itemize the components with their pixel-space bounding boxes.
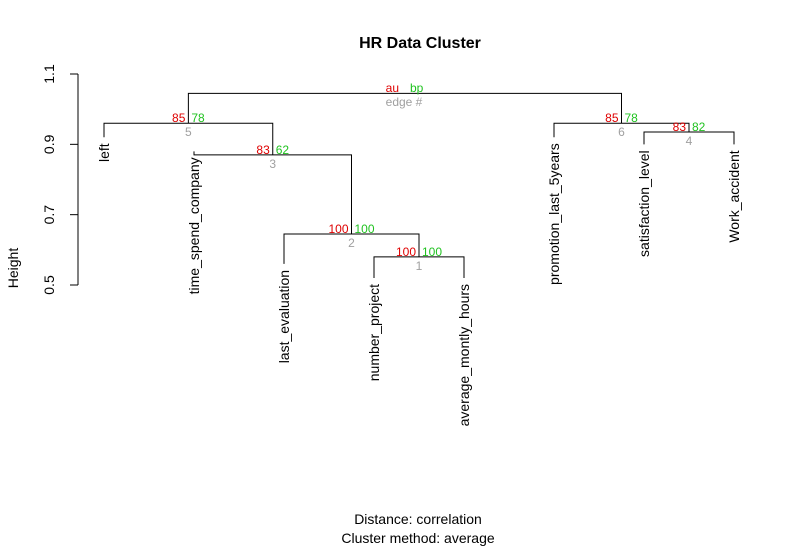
leaf-labels: left time_spend_company last_evaluation num… xyxy=(96,143,742,426)
au-value: 83 xyxy=(673,120,687,134)
edge-number: 4 xyxy=(686,134,693,148)
legend-edge: edge # xyxy=(386,95,423,109)
leaf-label: last_evaluation xyxy=(276,270,292,363)
edge-number: 5 xyxy=(185,125,192,139)
au-value: 100 xyxy=(328,222,348,236)
dendrogram-branch xyxy=(187,92,622,124)
edge-number: 6 xyxy=(618,125,625,139)
edge-number: 1 xyxy=(416,259,423,273)
dendrogram-branch xyxy=(373,256,465,278)
dendrogram-tree xyxy=(103,92,735,278)
leaf-label: satisfaction_level xyxy=(636,150,652,257)
edge-number: 2 xyxy=(348,236,355,250)
y-axis-label: Height xyxy=(5,248,21,289)
legend-au: au xyxy=(386,81,399,95)
leaf-label: left xyxy=(96,143,112,162)
leaf-label: Work_accident xyxy=(726,150,742,242)
au-value: 100 xyxy=(396,245,416,259)
chart-title: HR Data Cluster xyxy=(359,35,481,52)
bp-value: 62 xyxy=(276,143,290,157)
au-value: 85 xyxy=(172,111,186,125)
y-tick-label: 0.7 xyxy=(41,205,57,225)
legend-bp: bp xyxy=(410,81,424,95)
au-value: 85 xyxy=(605,111,619,125)
bp-value: 100 xyxy=(355,222,375,236)
y-axis: 0.5 0.7 0.9 1.1 xyxy=(41,64,79,295)
bp-value: 100 xyxy=(422,245,442,259)
edge-number: 3 xyxy=(269,157,276,171)
leaf-label: promotion_last_5years xyxy=(546,143,562,285)
leaf-label: number_project xyxy=(366,284,382,381)
au-value: 83 xyxy=(256,143,270,157)
y-tick-label: 1.1 xyxy=(41,64,57,84)
bp-value: 82 xyxy=(692,120,706,134)
bp-value: 78 xyxy=(625,111,639,125)
leaf-label: average_montly_hours xyxy=(456,284,472,426)
legend: au bp edge # xyxy=(386,81,424,109)
bp-value: 78 xyxy=(191,111,205,125)
leaf-label: time_spend_company xyxy=(186,157,202,294)
y-tick-label: 0.9 xyxy=(41,134,57,154)
cluster-method-label: Cluster method: average xyxy=(341,530,495,546)
distance-label: Distance: correlation xyxy=(354,511,482,527)
y-tick-label: 0.5 xyxy=(41,275,57,295)
